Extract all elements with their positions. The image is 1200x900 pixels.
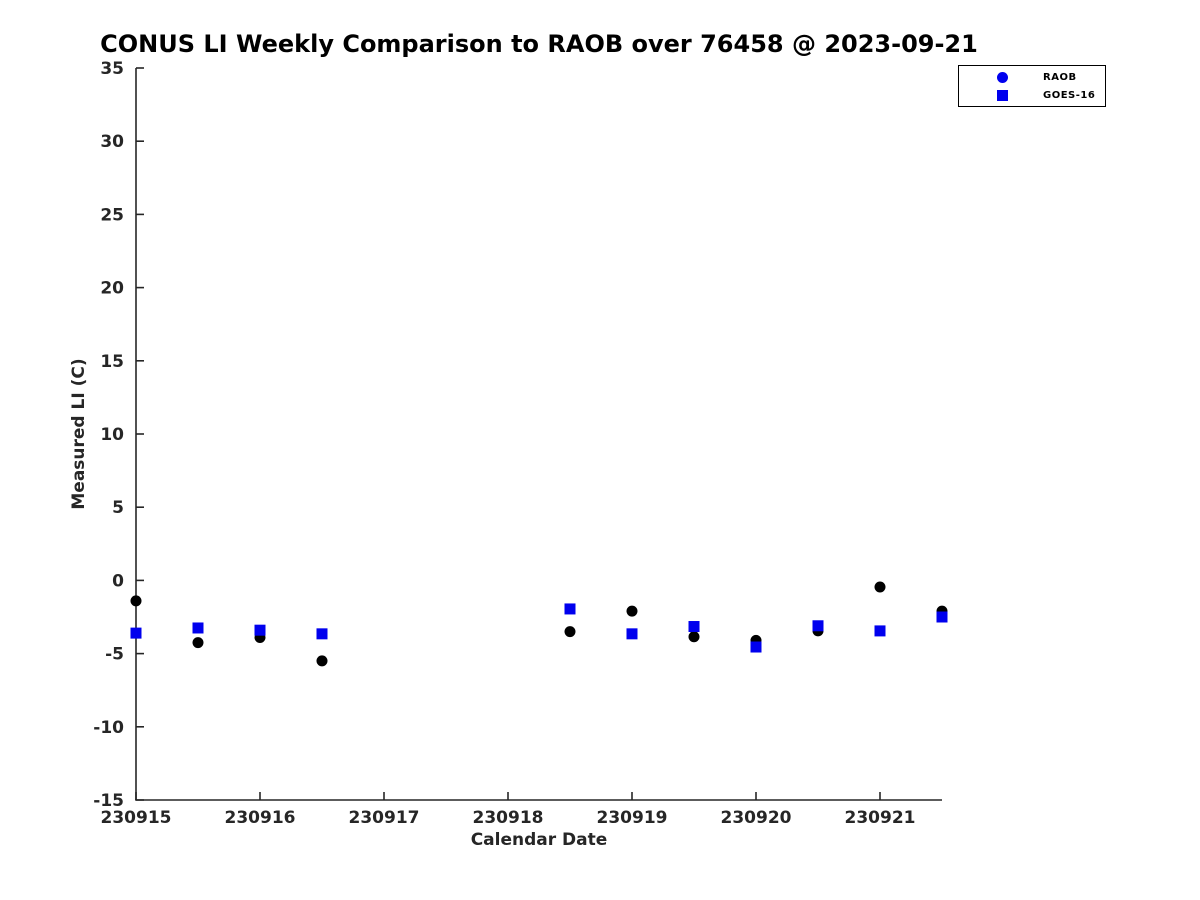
goes16-point: [874, 625, 886, 637]
y-tick-label: -15: [93, 791, 124, 811]
x-tick-label: 230916: [225, 808, 296, 828]
goes16-point: [564, 603, 576, 615]
x-tick-label: 230918: [473, 808, 544, 828]
legend: RAOB GOES-16: [958, 65, 1106, 107]
y-tick-label: -5: [105, 645, 124, 665]
y-axis-label: Measured LI (C): [69, 358, 89, 510]
x-axis-label: Calendar Date: [470, 830, 608, 850]
x-tick-label: 230921: [845, 808, 916, 828]
x-tick-label: 230919: [597, 808, 668, 828]
raob-point: [192, 637, 204, 649]
y-tick-label: 0: [112, 571, 124, 591]
goes16-point: [812, 620, 824, 632]
legend-label-goes16: GOES-16: [1043, 89, 1096, 101]
raob-point: [130, 595, 142, 607]
legend-item-goes16: GOES-16: [959, 86, 1105, 104]
goes16-point: [936, 611, 948, 623]
goes16-point: [688, 621, 700, 633]
y-tick-label: 10: [100, 425, 124, 445]
raob-legend-marker-icon: [997, 71, 1008, 83]
raob-point: [688, 631, 700, 643]
y-tick-label: 15: [100, 352, 124, 372]
y-tick-label: 30: [100, 132, 124, 152]
raob-point: [874, 581, 886, 593]
y-tick-label: 5: [112, 498, 124, 518]
goes16-point: [316, 628, 328, 640]
y-tick-label: 35: [100, 59, 124, 79]
goes16-legend-marker-icon: [997, 89, 1008, 101]
raob-point: [316, 655, 328, 667]
goes16-point: [254, 624, 266, 636]
raob-point: [626, 605, 638, 617]
x-tick-label: 230920: [721, 808, 792, 828]
x-tick-label: 230915: [101, 808, 172, 828]
y-tick-label: -10: [93, 718, 124, 738]
y-tick-label: 20: [100, 279, 124, 299]
legend-item-raob: RAOB: [959, 68, 1105, 86]
y-tick-label: 25: [100, 205, 124, 225]
goes16-point: [192, 622, 204, 634]
legend-label-raob: RAOB: [1043, 71, 1077, 83]
goes16-point: [130, 627, 142, 639]
goes16-point: [626, 628, 638, 640]
goes16-point: [750, 641, 762, 653]
chart-title: CONUS LI Weekly Comparison to RAOB over …: [100, 30, 978, 58]
x-tick-label: 230917: [349, 808, 420, 828]
raob-point: [564, 626, 576, 638]
